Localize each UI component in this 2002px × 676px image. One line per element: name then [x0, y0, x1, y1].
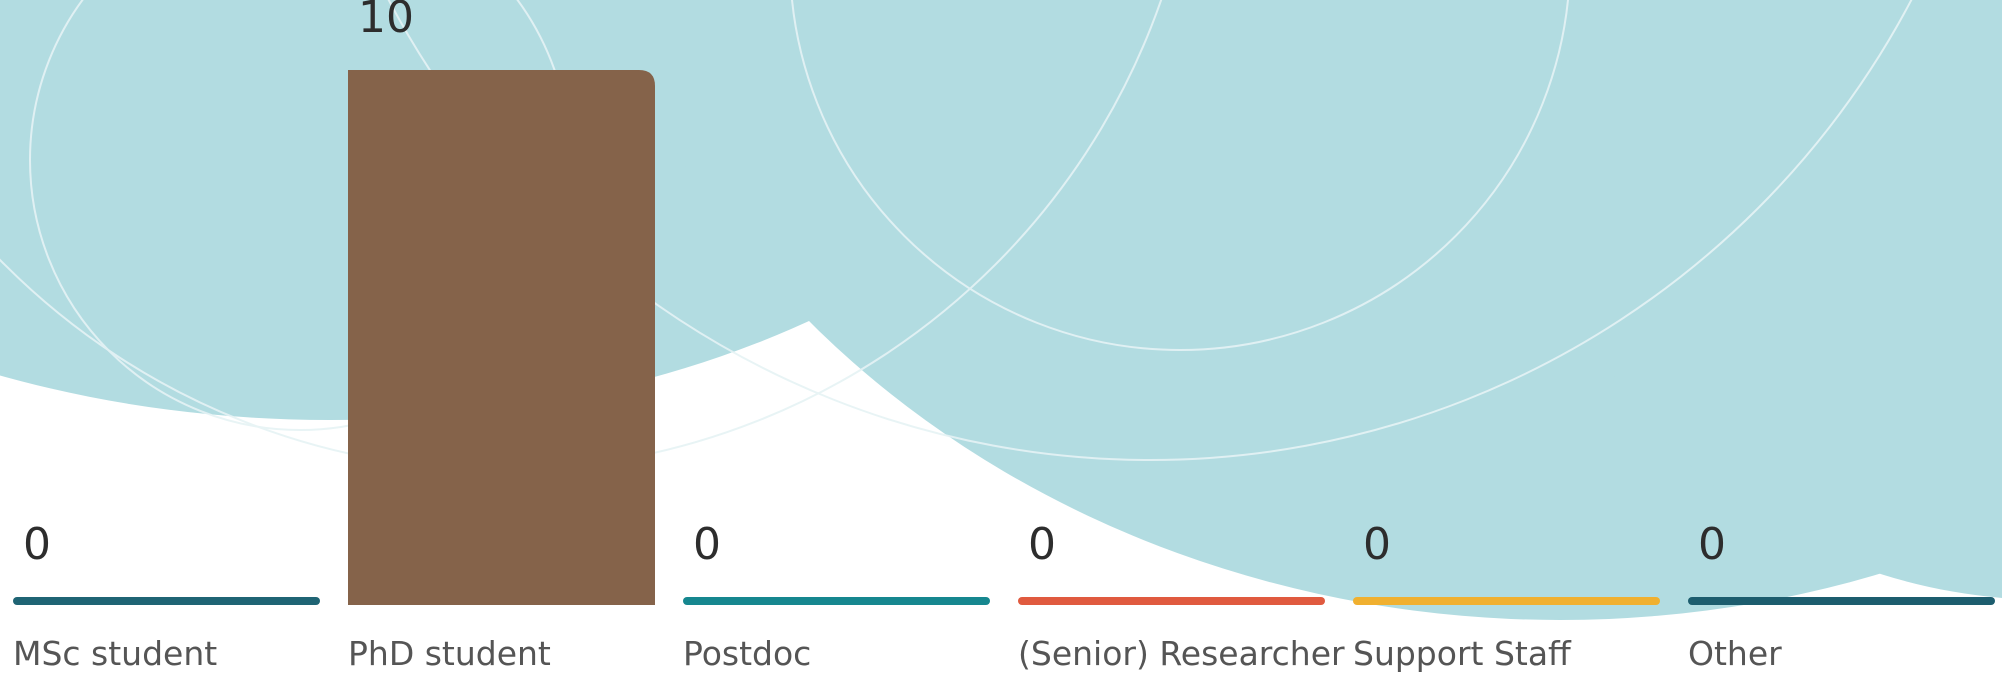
- category-label: MSc student: [13, 634, 217, 673]
- value-label: 0: [23, 519, 51, 570]
- baseline: [1018, 597, 1325, 605]
- baseline: [1688, 597, 1995, 605]
- bar: [348, 70, 655, 605]
- value-label: 0: [1363, 519, 1391, 570]
- baseline: [683, 597, 990, 605]
- category-label: Postdoc: [683, 634, 811, 673]
- category-label: (Senior) Researcher: [1018, 634, 1345, 673]
- value-label: 0: [693, 519, 721, 570]
- value-label: 0: [1698, 519, 1726, 570]
- category-label: PhD student: [348, 634, 551, 673]
- category-label: Support Staff: [1353, 634, 1572, 673]
- value-label: 0: [1028, 519, 1056, 570]
- baseline: [13, 597, 320, 605]
- category-label: Other: [1688, 634, 1782, 673]
- baseline: [1353, 597, 1660, 605]
- value-label: 10: [358, 0, 414, 43]
